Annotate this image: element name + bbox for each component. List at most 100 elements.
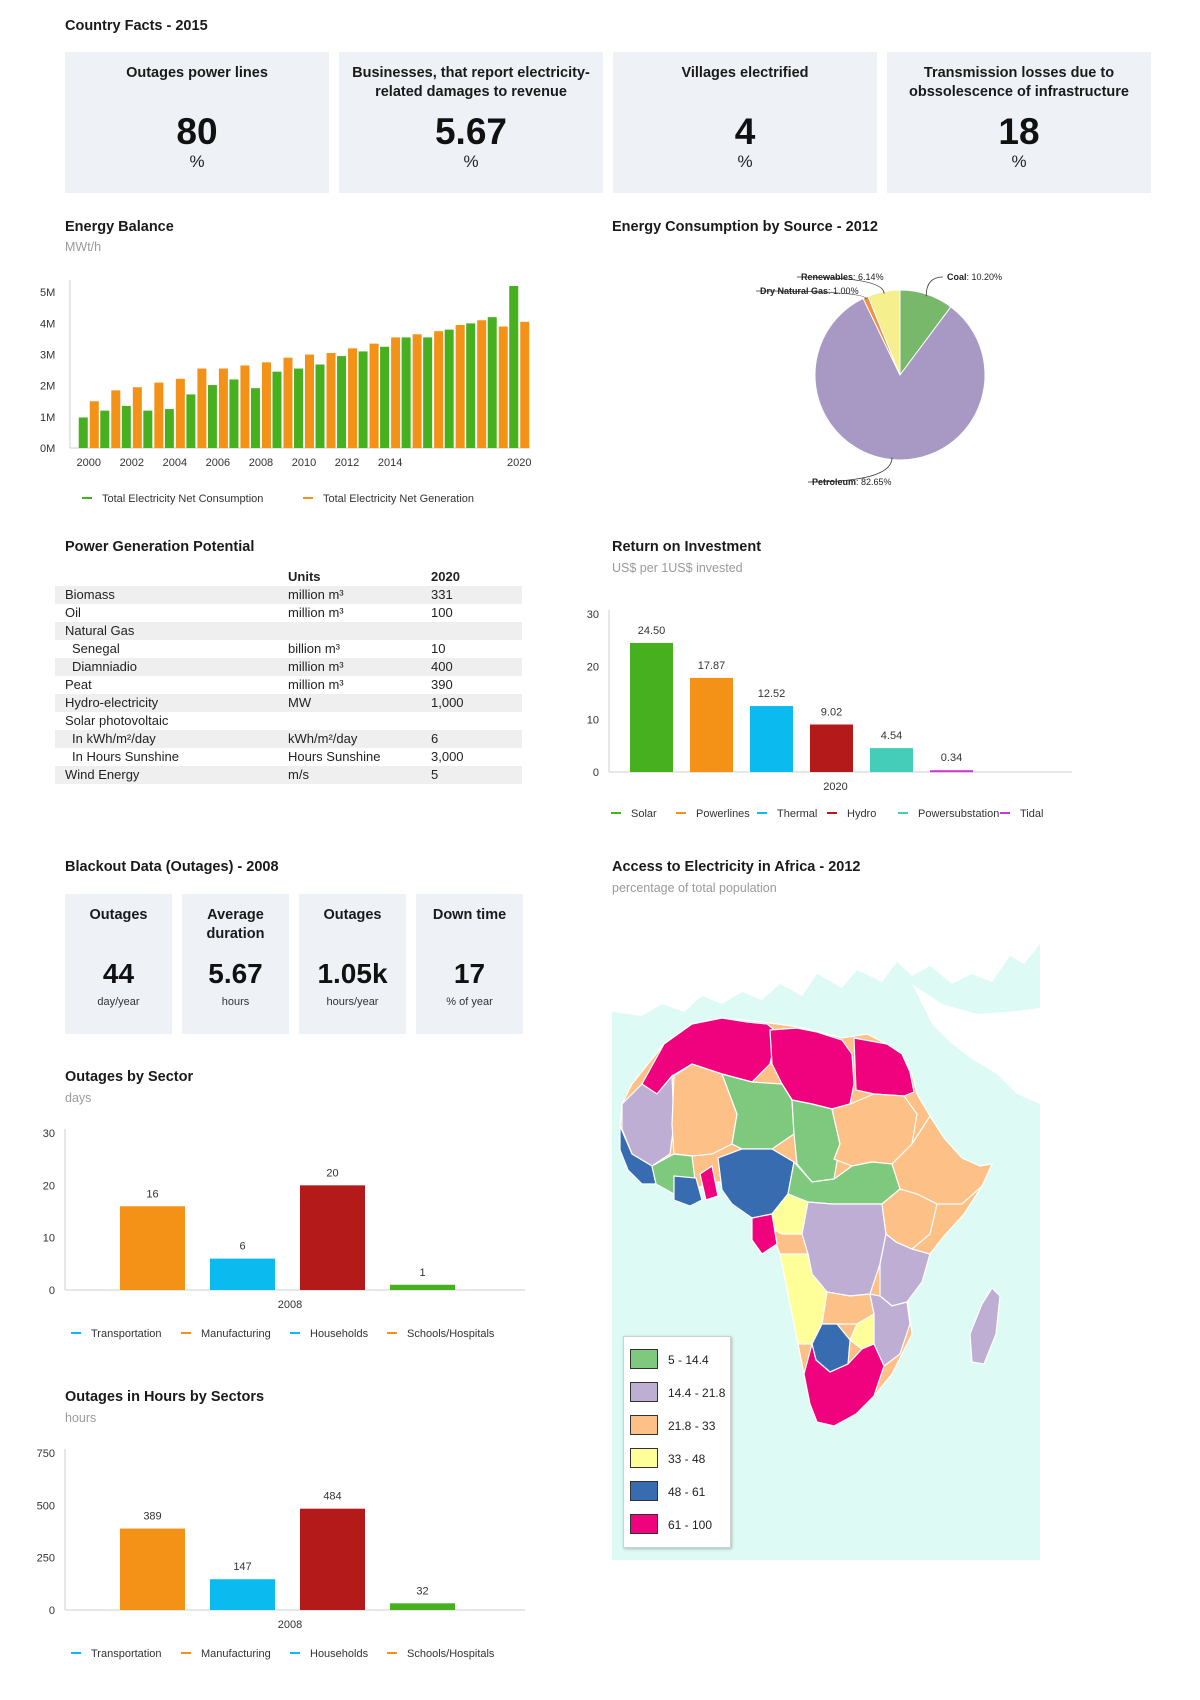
africa-choropleth-map[interactable]: [612, 904, 1040, 1560]
bar-value-label: 4.54: [881, 730, 902, 742]
consumption-bar: [164, 409, 174, 448]
bar: [390, 1603, 455, 1610]
generation-bar: [391, 337, 401, 448]
table-cell-unit: m/s: [278, 766, 421, 784]
generation-bar: [283, 357, 293, 448]
table-cell-unit: [278, 712, 421, 730]
table-cell-unit: million m³: [288, 677, 344, 692]
legend-label[interactable]: Total Electricity Net Generation: [323, 493, 474, 505]
legend-label[interactable]: Households: [310, 1648, 369, 1660]
generation-bar: [175, 378, 185, 448]
map-legend: 5 - 14.4 14.4 - 21.8 21.8 - 33 33 - 48 4…: [623, 1336, 731, 1548]
table-cell-unit: [278, 622, 421, 640]
bar: [120, 1206, 185, 1290]
outages-sector-subtitle: days: [65, 1091, 92, 1105]
legend-label[interactable]: Manufacturing: [201, 1328, 271, 1340]
legend-label[interactable]: Manufacturing: [201, 1648, 271, 1660]
consumption-bar: [186, 394, 196, 448]
legend-label[interactable]: Households: [310, 1328, 369, 1340]
table-row: Natural Gas: [55, 622, 522, 640]
y-tick-label: 5M: [40, 287, 55, 299]
y-tick-label: 0M: [40, 443, 55, 455]
table-cell-value: [421, 712, 522, 730]
legend-swatch: [630, 1349, 658, 1369]
y-tick-label: 20: [43, 1180, 55, 1192]
map-region-senegal: [619, 1125, 657, 1185]
x-tick-label: 2012: [335, 457, 359, 469]
legend-label: 61 - 100: [668, 1518, 713, 1532]
legend-label[interactable]: Transportation: [91, 1328, 162, 1340]
bar: [750, 706, 793, 772]
legend-label[interactable]: Powersubstation: [918, 808, 999, 820]
table-header-cell: 2020: [431, 569, 460, 584]
y-tick-label: 20: [587, 662, 599, 674]
kpi-label: Outages power lines: [126, 65, 268, 81]
table-cell-unit: million m³: [288, 605, 344, 620]
table-cell-source: Solar photovoltaic: [65, 713, 169, 728]
legend-label: 48 - 61: [668, 1485, 706, 1499]
map-north-land: [1007, 904, 1040, 944]
table-cell-source: Oil: [65, 605, 81, 620]
kpi-value: 4: [734, 111, 756, 152]
y-tick-label: 30: [587, 609, 599, 621]
generation-bar: [218, 368, 228, 448]
legend-label[interactable]: Schools/Hospitals: [407, 1648, 495, 1660]
table-header-row: Units 2020: [55, 568, 522, 586]
blackout-label: Average duration: [206, 907, 265, 942]
consumption-bar: [509, 286, 519, 448]
legend-label[interactable]: Transportation: [91, 1648, 162, 1660]
pie-label-value: 82.65%: [861, 477, 892, 487]
outages-sector-title: Outages by Sector: [65, 1069, 194, 1085]
legend-label[interactable]: Tidal: [1020, 808, 1043, 820]
consumption-bar: [358, 351, 368, 448]
blackout-card-outages-days: Outages 44 day/year: [65, 894, 172, 1034]
legend-label[interactable]: Hydro: [847, 808, 876, 820]
pie-leader-line: [807, 457, 893, 483]
legend-label[interactable]: Thermal: [777, 808, 817, 820]
map-region-madagascar: [969, 1287, 1001, 1365]
blackout-unit: hours/year: [326, 996, 379, 1008]
bar: [870, 748, 913, 772]
consumption-bar: [207, 385, 217, 448]
generation-bar: [520, 321, 530, 448]
bar: [630, 642, 673, 772]
pie-label-name: Dry Natural Gas: [760, 286, 828, 296]
energy-consumption-pie-chart: Coal: 10.20% Petroleum: 82.65% Dry Natural…: [755, 272, 1002, 487]
map-region-niger: [721, 1073, 795, 1150]
table-header-cell: Units: [288, 569, 321, 584]
bar: [210, 1258, 275, 1290]
table-cell-source: Peat: [65, 677, 92, 692]
legend-label[interactable]: Total Electricity Net Consumption: [102, 493, 263, 505]
bar-value-label: 147: [233, 1561, 251, 1573]
kpi-label: Businesses, that report electricity-rela…: [352, 65, 590, 100]
energy-balance-chart: 0M 1M 2M 3M 4M 5M 2000 2002 2004 2006 2008 2010 2012…: [40, 280, 531, 505]
pie-label-name: Petroleum: [812, 477, 856, 487]
y-tick-label: 30: [43, 1128, 55, 1140]
x-category-label: 2008: [278, 1619, 302, 1631]
bar-value-label: 1: [419, 1267, 425, 1279]
legend-label[interactable]: Solar: [631, 808, 657, 820]
x-category-label: 2008: [278, 1299, 302, 1311]
generation-bar: [412, 334, 422, 448]
legend-label: 33 - 48: [668, 1452, 706, 1466]
power-generation-title: Power Generation Potential: [65, 539, 255, 555]
y-tick-label: 0: [593, 767, 599, 779]
table-cell-source: In Hours Sunshine: [72, 749, 179, 764]
bar-value-label: 484: [323, 1491, 341, 1503]
y-tick-label: 10: [587, 714, 599, 726]
x-tick-label: 2002: [120, 457, 144, 469]
bar-value-label: 389: [143, 1511, 161, 1523]
table-row: In Hours Sunshine Hours Sunshine 3,000: [55, 748, 522, 766]
outages-hours-title: Outages in Hours by Sectors: [65, 1389, 265, 1405]
generation-bar: [477, 320, 487, 448]
pie-label: Dry Natural Gas: 1.00%: [760, 286, 859, 296]
y-tick-label: 0: [49, 1285, 55, 1297]
y-tick-label: 3M: [40, 350, 55, 362]
table-cell-value: 5: [421, 766, 522, 784]
blackout-unit: hours: [221, 996, 250, 1008]
legend-label[interactable]: Schools/Hospitals: [407, 1328, 495, 1340]
generation-bar: [154, 382, 164, 448]
legend-label[interactable]: Powerlines: [696, 808, 750, 820]
roi-subtitle: US$ per 1US$ invested: [612, 561, 743, 575]
